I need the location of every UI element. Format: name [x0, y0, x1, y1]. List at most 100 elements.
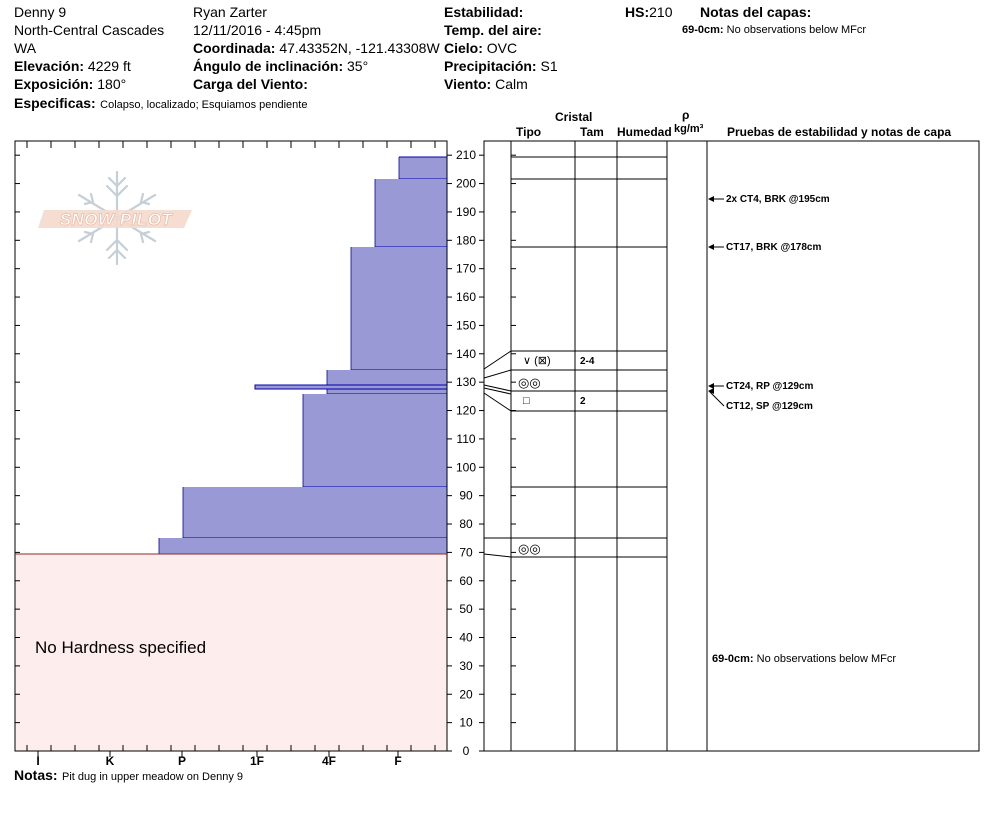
- height-tick-label: 110: [456, 432, 475, 446]
- hardness-bar: [399, 157, 447, 179]
- moisture-header: Humedad: [617, 125, 672, 139]
- sky: Cielo: OVC: [444, 40, 518, 56]
- snowpilot-logo: SNOW PILOT: [38, 170, 192, 266]
- hardness-bar: [303, 394, 447, 487]
- no-hardness-text: No Hardness specified: [35, 638, 207, 657]
- logo-banner: [38, 210, 192, 228]
- hardness-tick-label: I: [36, 754, 39, 768]
- wind-loading-label: Carga del Viento:: [193, 76, 308, 92]
- snow-height: HS:210: [625, 4, 672, 20]
- tests-header: Pruebas de estabilidad y notas de capa: [727, 125, 952, 139]
- size-header: Tam: [580, 125, 604, 139]
- layer-connector: [483, 392, 512, 412]
- specifics: Especificas: Colapso, localizado; Esquia…: [14, 95, 307, 113]
- hardness-bar: [327, 370, 447, 394]
- layer-connector: [483, 387, 512, 395]
- type-header: Tipo: [516, 125, 542, 139]
- slope-angle: Ángulo de inclinación: 35°: [193, 58, 368, 74]
- hardness-tick-label: K: [106, 754, 115, 768]
- snow-height-value: 210: [649, 4, 673, 20]
- height-tick-label: 50: [459, 602, 473, 616]
- test-arrow-line: [708, 390, 725, 407]
- height-tick-label: 100: [456, 460, 476, 474]
- height-tick-label: 30: [459, 659, 473, 673]
- height-tick-label: 70: [459, 545, 473, 559]
- sky-value: OVC: [486, 40, 518, 56]
- specifics-label: Especificas:: [14, 95, 96, 111]
- notes: Notas: Pit dug in upper meadow on Denny …: [14, 767, 243, 785]
- aspect: Exposición: 180°: [14, 76, 126, 92]
- layer-boundaries: [511, 156, 667, 558]
- height-tick-label: 20: [459, 687, 473, 701]
- test-arrow-head: [708, 383, 714, 389]
- observer: Ryan Zarter: [193, 4, 267, 20]
- specifics-value: Colapso, localizado; Esquiamos pendiente: [100, 99, 308, 111]
- datetime: 12/11/2016 - 4:45pm: [193, 22, 322, 38]
- layer-type-symbol: ∨ (⊠): [523, 355, 551, 367]
- precipitation-label: Precipitación:: [444, 58, 537, 74]
- layer-connector: [483, 553, 512, 558]
- height-tick-label: 180: [456, 233, 476, 247]
- right-layer-note-depth: 69-0cm:: [712, 653, 754, 665]
- precipitation-value: S1: [540, 58, 558, 74]
- snow-height-label: HS:: [625, 4, 650, 20]
- layer-type-symbol: ◎◎: [518, 541, 541, 556]
- stability-test: CT17, BRK @178cm: [726, 242, 822, 253]
- coordinates-value: 47.43352N, -121.43308W: [279, 40, 440, 56]
- hardness-bar: [159, 538, 447, 554]
- test-arrow-head: [708, 244, 714, 250]
- no-hardness-region: [15, 554, 447, 751]
- height-tick-label: 0: [463, 744, 470, 758]
- height-tick-label: 160: [456, 290, 476, 304]
- layer-connector: [483, 384, 512, 392]
- stability-label: Estabilidad:: [444, 4, 524, 20]
- sky-label: Cielo:: [444, 40, 483, 56]
- wind-value: Calm: [495, 76, 528, 92]
- layer-size: 2-4: [580, 356, 595, 367]
- hardness-x-ticks: I K P 1F 4F F: [26, 141, 436, 768]
- height-tick-label: 10: [459, 716, 473, 730]
- stability-test: CT12, SP @129cm: [726, 401, 813, 412]
- height-tick-label: 140: [456, 347, 476, 361]
- aspect-value: 180°: [97, 76, 127, 92]
- layer-note: 69-0cm: No observations below MFcr: [682, 24, 866, 36]
- height-tick-label: 90: [459, 489, 473, 503]
- hardness-bar: [183, 487, 447, 538]
- right-layer-note-text: No observations below MFcr: [756, 653, 897, 665]
- layer-type-symbol: □: [523, 395, 530, 407]
- height-tick-label: 130: [456, 375, 476, 389]
- layer-connectors: [483, 350, 512, 558]
- test-arrow-head: [708, 196, 714, 202]
- test-arrows: [708, 196, 725, 407]
- right-layer-note: 69-0cm: No observations below MFcr: [712, 653, 896, 665]
- layer-notes-title: Notas del capas:: [700, 4, 812, 20]
- stability-test: 2x CT4, BRK @195cm: [726, 194, 830, 205]
- stability-test: CT24, RP @129cm: [726, 381, 814, 392]
- precipitation: Precipitación: S1: [444, 58, 558, 74]
- test-arrow-head: [708, 388, 714, 394]
- layer-size: 2: [580, 396, 586, 407]
- layer-connector: [483, 350, 512, 370]
- state: WA: [14, 40, 37, 56]
- height-tick-label: 150: [456, 318, 476, 332]
- elevation-label: Elevación:: [14, 58, 85, 74]
- site-name: Denny 9: [14, 4, 67, 20]
- density-unit-header: kg/m³: [674, 123, 704, 135]
- air-temp-label: Temp. del aire:: [444, 22, 542, 38]
- height-tick-label: 170: [456, 262, 476, 276]
- hardness-tick-label: F: [394, 754, 401, 768]
- height-tick-label: 80: [459, 517, 473, 531]
- crystal-header: Cristal: [555, 110, 593, 124]
- elevation: Elevación: 4229 ft: [14, 58, 131, 74]
- thin-layer-bar: [254, 384, 448, 390]
- logo-text: SNOW PILOT: [60, 210, 174, 229]
- profile-table-frame: [483, 140, 980, 752]
- hardness-frame: [14, 140, 448, 752]
- slope-angle-value: 35°: [347, 58, 369, 74]
- hardness-bar: [375, 179, 447, 247]
- layer-type-symbol: ◎◎: [518, 375, 541, 390]
- height-tick-label: 190: [456, 205, 476, 219]
- hardness-tick-label: 1F: [250, 754, 264, 768]
- slope-angle-label: Ángulo de inclinación:: [193, 58, 344, 74]
- hardness-tick-label: 4F: [322, 754, 336, 768]
